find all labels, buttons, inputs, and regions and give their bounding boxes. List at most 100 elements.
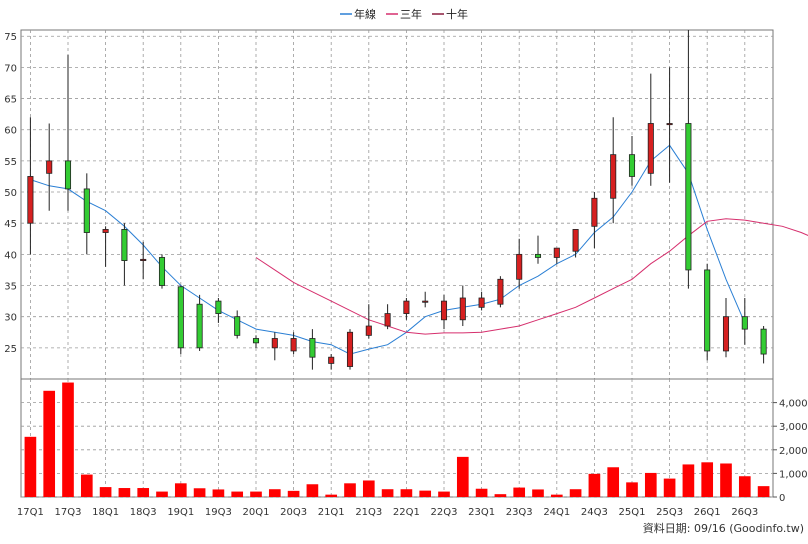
x-tick-label: 17Q1 xyxy=(17,507,44,518)
volume-bar xyxy=(24,436,37,497)
chart-legend: 年線 三年 十年 xyxy=(340,7,468,21)
candle-body xyxy=(309,338,316,358)
candle-body xyxy=(83,188,90,233)
price-tick-label: 40 xyxy=(4,250,17,261)
data-date-footnote: 資料日期: 09/16 (Goodinfo.tw) xyxy=(643,521,804,535)
volume-bar xyxy=(569,489,582,497)
volume-bar xyxy=(362,480,375,497)
x-tick-label: 22Q3 xyxy=(431,507,458,518)
candle xyxy=(666,67,673,183)
candle-body xyxy=(440,300,448,321)
candle xyxy=(365,304,372,339)
volume-bar xyxy=(513,487,526,497)
candle xyxy=(46,123,53,211)
x-tick-label: 17Q3 xyxy=(55,507,82,518)
price-tick-label: 50 xyxy=(4,188,17,199)
candle-body xyxy=(572,229,579,252)
x-tick-label: 25Q1 xyxy=(619,507,646,518)
volume-bar xyxy=(99,487,112,497)
volume-bar xyxy=(757,486,770,497)
volume-bar xyxy=(738,476,751,497)
volume-tick-label: 1,000 xyxy=(779,469,808,480)
volume-plot-frame xyxy=(20,378,774,498)
volume-bars xyxy=(24,382,770,497)
candle-body xyxy=(234,316,241,336)
x-tick-label: 21Q3 xyxy=(355,507,382,518)
x-tick-label: 26Q3 xyxy=(731,507,758,518)
candle-body xyxy=(27,176,34,224)
volume-bar xyxy=(344,483,356,497)
candle-body xyxy=(497,278,504,305)
candle-body xyxy=(478,297,485,308)
x-tick-label: 19Q1 xyxy=(167,507,194,518)
candle xyxy=(459,285,466,327)
candle xyxy=(121,223,128,286)
three-year-moving-average-line xyxy=(255,218,808,335)
candle-body xyxy=(553,247,560,258)
x-tick-label: 22Q1 xyxy=(393,507,420,518)
candle xyxy=(440,294,448,330)
candle xyxy=(497,276,504,308)
candle-body xyxy=(365,325,372,336)
candle xyxy=(177,285,184,355)
volume-bar xyxy=(137,488,150,497)
volume-bar xyxy=(419,490,432,497)
price-y-axis: 25 30 35 40 45 50 55 60 65 70 75 xyxy=(4,32,17,355)
candle-body xyxy=(215,300,222,314)
legend-label-year-line: 年線 xyxy=(354,7,376,21)
volume-tick-label: 4,000 xyxy=(779,399,808,410)
volume-grid xyxy=(20,378,774,498)
x-tick-label: 23Q1 xyxy=(468,507,495,518)
volume-y-axis: 0 1,000 2,000 3,000 4,000 xyxy=(773,399,808,504)
price-tick-label: 75 xyxy=(4,32,17,43)
volume-tick-label: 3,000 xyxy=(779,422,808,433)
candle-body xyxy=(459,297,466,321)
x-tick-label: 18Q3 xyxy=(130,507,157,518)
volume-bar xyxy=(494,494,507,497)
candle xyxy=(271,332,278,361)
candle-body xyxy=(516,253,523,280)
price-tick-label: 45 xyxy=(4,219,17,230)
candle-body xyxy=(177,286,184,349)
candle xyxy=(760,326,767,364)
candle xyxy=(158,254,166,289)
candle-body xyxy=(158,257,166,286)
volume-bar xyxy=(381,489,394,497)
volume-bar xyxy=(475,488,488,497)
volume-bar xyxy=(325,494,338,497)
volume-bar xyxy=(701,462,714,497)
year-moving-average-line xyxy=(30,144,746,355)
candle xyxy=(553,247,560,264)
price-tick-label: 65 xyxy=(4,95,17,106)
candle xyxy=(591,192,598,249)
volume-bar xyxy=(43,390,56,497)
candle xyxy=(628,135,636,186)
candle-body xyxy=(760,328,767,355)
candle xyxy=(534,235,542,264)
candle xyxy=(140,241,147,280)
candle-body xyxy=(704,269,711,352)
candle xyxy=(516,238,523,289)
candle xyxy=(403,297,410,320)
candle-body xyxy=(121,229,128,261)
volume-bar xyxy=(456,456,469,497)
volume-bar xyxy=(174,483,187,497)
price-grid xyxy=(20,29,774,380)
price-tick-label: 25 xyxy=(4,344,17,355)
x-tick-label: 21Q1 xyxy=(318,507,345,518)
volume-bar xyxy=(720,463,732,497)
price-plot-frame xyxy=(20,29,774,380)
candlesticks xyxy=(27,30,767,370)
volume-bar xyxy=(400,489,413,497)
candle-body xyxy=(196,303,203,349)
candle xyxy=(422,291,429,308)
x-tick-label: 19Q3 xyxy=(205,507,232,518)
candle-body xyxy=(741,316,748,330)
x-tick-label: 24Q1 xyxy=(543,507,570,518)
price-tick-label: 70 xyxy=(4,63,17,74)
volume-bar xyxy=(438,491,450,497)
volume-bar xyxy=(250,491,262,497)
candle-body xyxy=(422,300,429,303)
candle xyxy=(234,310,241,339)
